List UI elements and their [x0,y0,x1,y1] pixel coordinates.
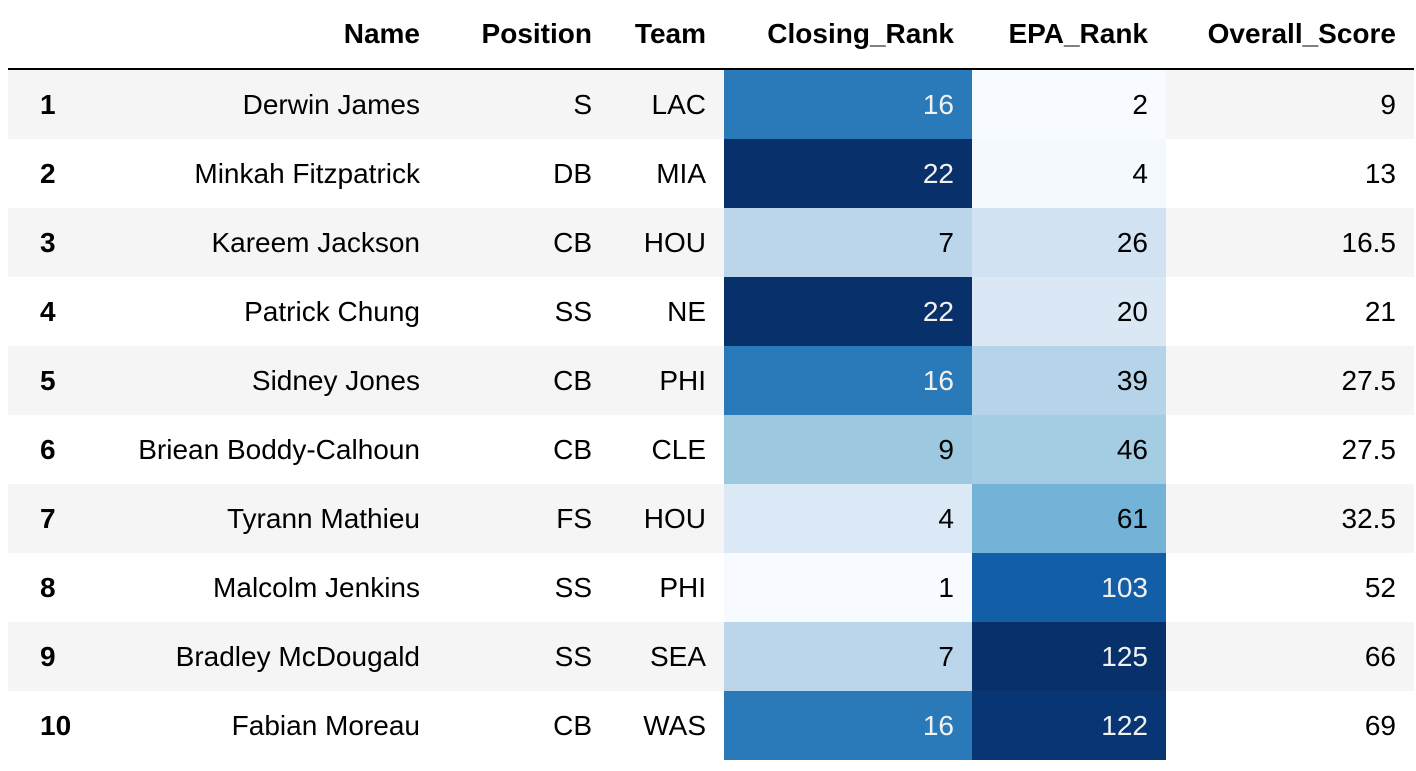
cell-position: CB [553,226,592,258]
table-row: 9 Bradley McDougald SS SEA 7 125 66 [8,622,1414,691]
cell-closing-rank: 9 [724,415,972,484]
cell-epa-rank: 2 [972,69,1166,139]
table-row: 7 Tyrann Mathieu FS HOU 4 61 32.5 [8,484,1414,553]
row-index: 2 [40,157,56,189]
cell-team: PHI [659,571,706,603]
header-closing-rank: Closing_Rank [724,0,972,70]
cell-name: Tyrann Mathieu [227,502,420,534]
cell-epa-rank: 125 [972,622,1166,691]
cell-overall-score: 27.5 [1341,433,1397,465]
cell-overall-score: 66 [1364,640,1396,672]
cell-team: HOU [643,502,706,534]
cell-name: Derwin James [242,88,420,120]
cell-closing-rank: 16 [724,69,972,139]
row-index: 8 [40,571,56,603]
cell-overall-score: 27.5 [1341,364,1397,396]
table-body: 1 Derwin James S LAC 16 2 9 2 Minkah Fitzpatrick… [8,69,1414,760]
cell-overall-score: 69 [1364,709,1396,741]
cell-name: Minkah Fitzpatrick [194,157,420,189]
header-index [8,0,80,70]
row-index: 3 [40,226,56,258]
cell-team: NE [667,295,706,327]
header-row: Name Position Team Closing_Rank EPA_Rank… [8,0,1414,70]
cell-overall-score: 16.5 [1341,226,1397,258]
row-index: 4 [40,295,56,327]
header-position: Position [438,0,610,70]
table-row: 4 Patrick Chung SS NE 22 20 21 [8,277,1414,346]
header-epa-rank: EPA_Rank [972,0,1166,70]
cell-position: CB [553,433,592,465]
header-name: Name [80,0,438,70]
cell-closing-rank: 16 [724,691,972,760]
cell-closing-rank: 7 [724,208,972,277]
cell-team: CLE [651,433,706,465]
cell-closing-rank: 22 [724,277,972,346]
table-row: 3 Kareem Jackson CB HOU 7 26 16.5 [8,208,1414,277]
cell-team: HOU [643,226,706,258]
cell-name: Kareem Jackson [211,226,420,258]
cell-epa-rank: 122 [972,691,1166,760]
cell-name: Patrick Chung [244,295,420,327]
cell-position: S [573,88,592,120]
cell-position: SS [554,295,592,327]
cell-name: Sidney Jones [251,364,420,396]
table-row: 2 Minkah Fitzpatrick DB MIA 22 4 13 [8,139,1414,208]
table-row: 6 Briean Boddy-Calhoun CB CLE 9 46 27.5 [8,415,1414,484]
cell-team: PHI [659,364,706,396]
row-index: 1 [40,88,56,120]
cell-position: CB [553,709,592,741]
cell-team: MIA [656,157,706,189]
table-row: 10 Fabian Moreau CB WAS 16 122 69 [8,691,1414,760]
table-row: 5 Sidney Jones CB PHI 16 39 27.5 [8,346,1414,415]
row-index: 10 [40,709,72,741]
cell-name: Bradley McDougald [175,640,420,672]
cell-epa-rank: 39 [972,346,1166,415]
cell-position: CB [553,364,592,396]
cell-team: LAC [651,88,706,120]
cell-overall-score: 13 [1364,157,1396,189]
cell-overall-score: 21 [1364,295,1396,327]
row-index: 6 [40,433,56,465]
cell-position: SS [554,640,592,672]
cell-closing-rank: 22 [724,139,972,208]
cell-name: Malcolm Jenkins [213,571,420,603]
cell-epa-rank: 103 [972,553,1166,622]
cell-epa-rank: 26 [972,208,1166,277]
table-header: Name Position Team Closing_Rank EPA_Rank… [8,0,1414,70]
rankings-table: Name Position Team Closing_Rank EPA_Rank… [8,0,1414,760]
cell-closing-rank: 4 [724,484,972,553]
cell-overall-score: 32.5 [1341,502,1397,534]
row-index: 5 [40,364,56,396]
cell-epa-rank: 4 [972,139,1166,208]
table-row: 8 Malcolm Jenkins SS PHI 1 103 52 [8,553,1414,622]
cell-overall-score: 52 [1364,571,1396,603]
cell-closing-rank: 16 [724,346,972,415]
cell-closing-rank: 1 [724,553,972,622]
cell-position: FS [556,502,592,534]
cell-epa-rank: 61 [972,484,1166,553]
cell-closing-rank: 7 [724,622,972,691]
header-overall-score: Overall_Score [1166,0,1414,70]
cell-overall-score: 9 [1380,88,1396,120]
cell-epa-rank: 46 [972,415,1166,484]
table-row: 1 Derwin James S LAC 16 2 9 [8,69,1414,139]
cell-team: SEA [649,640,706,672]
row-index: 7 [40,502,56,534]
header-team: Team [610,0,724,70]
cell-position: DB [553,157,592,189]
row-index: 9 [40,640,56,672]
cell-team: WAS [643,709,706,741]
cell-name: Fabian Moreau [231,709,420,741]
cell-epa-rank: 20 [972,277,1166,346]
cell-position: SS [554,571,592,603]
cell-name: Briean Boddy-Calhoun [138,433,420,465]
